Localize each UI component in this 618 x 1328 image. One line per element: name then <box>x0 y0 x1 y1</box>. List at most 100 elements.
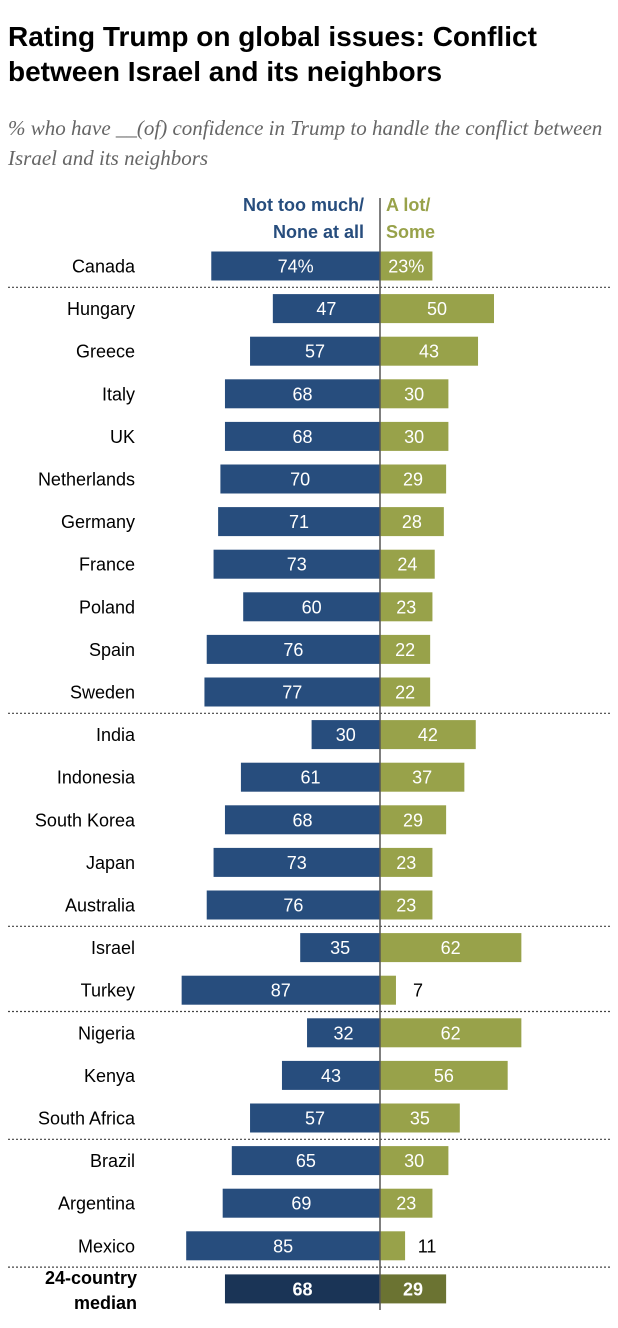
bar-negative-uk <box>224 421 380 451</box>
bar-negative-canada <box>211 251 380 281</box>
category-label-netherlands: Netherlands <box>38 470 135 490</box>
bar-negative-hungary <box>272 294 380 324</box>
bar-positive-poland <box>380 592 433 622</box>
value-label-negative-nigeria: 32 <box>334 1023 354 1043</box>
bar-positive-canada <box>380 251 433 281</box>
value-label-negative-sweden: 77 <box>282 683 302 703</box>
category-label-south-africa: South Africa <box>38 1109 136 1129</box>
value-label-negative-indonesia: 61 <box>300 768 320 788</box>
value-label-positive-greece: 43 <box>419 342 439 362</box>
value-label-negative-germany: 71 <box>289 512 309 532</box>
value-label-positive-italy: 30 <box>404 384 424 404</box>
bar-positive-italy <box>380 379 449 409</box>
value-label-negative-india: 30 <box>336 725 356 745</box>
bar-negative-australia <box>206 890 380 920</box>
value-label-negative-australia: 76 <box>283 896 303 916</box>
legend-negative-line-2: None at all <box>273 222 364 242</box>
category-label-south-korea: South Korea <box>35 810 136 830</box>
category-label-canada: Canada <box>72 257 136 277</box>
value-label-negative-spain: 76 <box>283 640 303 660</box>
value-label-negative-japan: 73 <box>287 853 307 873</box>
bar-positive-hungary <box>380 294 494 324</box>
value-label-negative-canada: 74% <box>278 257 314 277</box>
category-label-poland: Poland <box>79 597 135 617</box>
category-label-italy: Italy <box>102 384 135 404</box>
value-label-negative-poland: 60 <box>302 597 322 617</box>
value-label-negative-france: 73 <box>287 555 307 575</box>
category-label-sweden: Sweden <box>70 683 135 703</box>
category-label-india: India <box>96 725 136 745</box>
bar-positive-france <box>380 549 435 579</box>
value-label-negative-median: 68 <box>292 1279 312 1299</box>
bar-negative-france <box>213 549 380 579</box>
group-separators <box>8 286 610 1268</box>
value-label-positive-france: 24 <box>397 555 417 575</box>
chart-subtitle: % who have __(of) confidence in Trump to… <box>8 116 603 170</box>
bar-negative-south-africa <box>250 1103 380 1133</box>
value-label-negative-israel: 35 <box>330 938 350 958</box>
bar-positive-netherlands <box>380 464 447 494</box>
bar-negative-kenya <box>281 1060 380 1090</box>
value-label-negative-italy: 68 <box>292 384 312 404</box>
legend-positive-line-2: Some <box>386 222 435 242</box>
value-label-positive-indonesia: 37 <box>412 768 432 788</box>
bar-negative-argentina <box>222 1188 380 1218</box>
bar-positive-nigeria <box>380 1018 522 1048</box>
value-label-negative-greece: 57 <box>305 342 325 362</box>
value-label-positive-germany: 28 <box>402 512 422 532</box>
category-label-japan: Japan <box>86 853 135 873</box>
value-label-positive-hungary: 50 <box>427 299 447 319</box>
labels: Canada 74% 23% Hungary 47 50 Greece 57 43 Italy 68… <box>35 257 461 1313</box>
bar-negative-spain <box>206 634 380 664</box>
bar-positive-argentina <box>380 1188 433 1218</box>
bar-positive-mexico <box>380 1231 406 1261</box>
category-label-argentina: Argentina <box>58 1194 136 1214</box>
value-label-positive-israel: 62 <box>441 938 461 958</box>
value-label-negative-turkey: 87 <box>271 981 291 1001</box>
value-label-negative-brazil: 65 <box>296 1151 316 1171</box>
value-label-positive-australia: 23 <box>396 896 416 916</box>
bar-positive-sweden <box>380 677 431 707</box>
bar-positive-greece <box>380 336 479 366</box>
bar-negative-netherlands <box>220 464 380 494</box>
category-label-spain: Spain <box>89 640 135 660</box>
value-label-positive-nigeria: 62 <box>441 1023 461 1043</box>
bar-negative-median <box>224 1274 380 1304</box>
category-label-brazil: Brazil <box>90 1151 135 1171</box>
value-label-negative-hungary: 47 <box>316 299 336 319</box>
category-label-nigeria: Nigeria <box>78 1023 136 1043</box>
category-label-israel: Israel <box>91 938 135 958</box>
median-label-line-1: 24-country <box>45 1268 137 1288</box>
category-label-germany: Germany <box>61 512 135 532</box>
bar-positive-germany <box>380 507 444 537</box>
bar-positive-israel <box>380 933 522 963</box>
value-label-positive-india: 42 <box>418 725 438 745</box>
chart-title: Rating Trump on global issues: Conflict … <box>8 21 537 87</box>
legend: Not too much/ None at all A lot/ Some <box>243 195 435 242</box>
value-label-negative-south-korea: 68 <box>292 810 312 830</box>
value-label-negative-kenya: 43 <box>321 1066 341 1086</box>
bar-positive-south-africa <box>380 1103 460 1133</box>
value-label-negative-mexico: 85 <box>273 1236 293 1256</box>
bar-negative-italy <box>224 379 380 409</box>
value-label-positive-south-korea: 29 <box>403 810 423 830</box>
bar-negative-israel <box>300 933 380 963</box>
bar-negative-sweden <box>204 677 380 707</box>
bar-negative-indonesia <box>240 762 380 792</box>
category-label-greece: Greece <box>76 342 135 362</box>
bar-positive-kenya <box>380 1060 508 1090</box>
value-label-positive-brazil: 30 <box>404 1151 424 1171</box>
value-label-positive-japan: 23 <box>396 853 416 873</box>
bar-positive-spain <box>380 634 431 664</box>
bar-negative-india <box>311 720 380 750</box>
legend-positive-line-1: A lot/ <box>386 195 430 215</box>
category-label-australia: Australia <box>65 896 136 916</box>
bar-negative-germany <box>218 507 380 537</box>
bar-negative-greece <box>250 336 380 366</box>
bar-positive-turkey <box>380 975 396 1005</box>
value-label-positive-poland: 23 <box>396 597 416 617</box>
bar-positive-japan <box>380 847 433 877</box>
category-label-hungary: Hungary <box>67 299 135 319</box>
bar-positive-brazil <box>380 1146 449 1176</box>
